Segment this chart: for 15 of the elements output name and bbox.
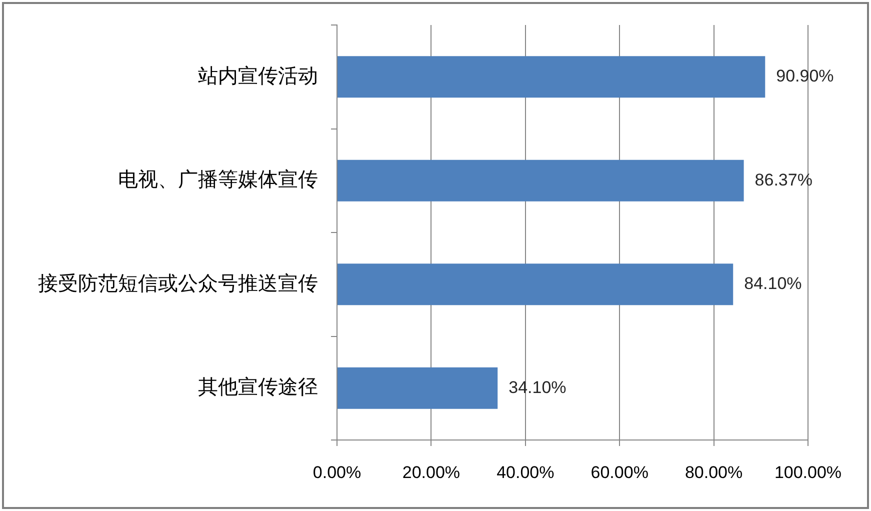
- x-tick-label: 40.00%: [496, 462, 554, 482]
- y-tick-label: 电视、广播等媒体宣传: [118, 169, 318, 192]
- bar: [338, 56, 766, 98]
- bar: [338, 160, 744, 202]
- x-tick-label: 60.00%: [590, 462, 648, 482]
- y-tick-label: 站内宣传活动: [198, 65, 318, 88]
- x-tick-label: 0.00%: [312, 462, 362, 482]
- x-tick-label: 100.00%: [774, 462, 842, 482]
- y-tick-label: 其他宣传途径: [198, 376, 318, 399]
- bar: [338, 264, 734, 306]
- x-tick-label: 20.00%: [402, 462, 460, 482]
- bar: [338, 367, 498, 409]
- data-label: 84.10%: [744, 274, 802, 294]
- y-tick-label: 接受防范短信或公众号推送宣传: [38, 272, 318, 295]
- x-tick-label: 80.00%: [684, 462, 743, 482]
